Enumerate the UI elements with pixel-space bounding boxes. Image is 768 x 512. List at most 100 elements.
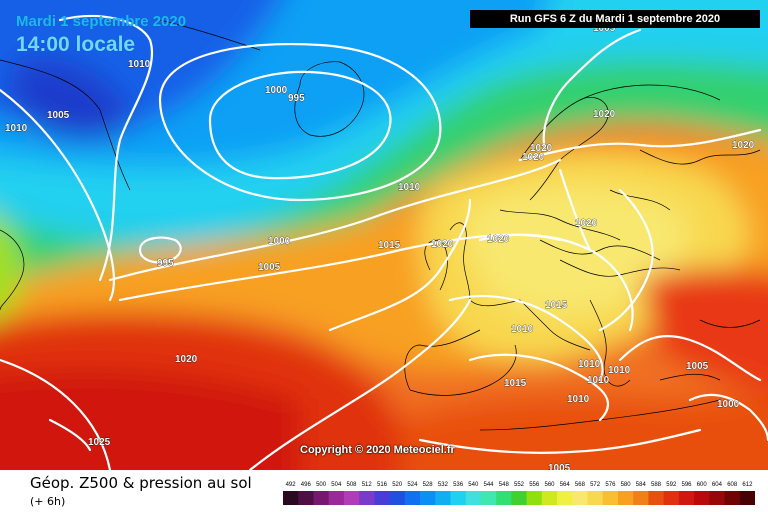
legend-swatch xyxy=(328,491,345,505)
legend-value: 508 xyxy=(346,482,357,488)
legend-swatch xyxy=(633,491,649,505)
legend-value: 548 xyxy=(499,482,510,488)
legend-swatch xyxy=(557,491,573,505)
pressure-label: 1010 xyxy=(511,324,534,335)
pressure-label: 1010 xyxy=(578,359,601,370)
legend-swatch xyxy=(618,491,634,505)
pressure-label: 1015 xyxy=(504,378,527,389)
pressure-label: 1015 xyxy=(545,300,568,311)
legend-swatch xyxy=(648,491,665,505)
legend-swatch xyxy=(602,491,619,505)
legend-value: 612 xyxy=(742,482,753,488)
legend-value: 604 xyxy=(712,482,723,488)
pressure-label: 1020 xyxy=(732,140,755,151)
copyright-label: Copyright © 2020 Meteociel.fr xyxy=(300,444,455,456)
legend-value: 608 xyxy=(727,482,738,488)
legend-value: 580 xyxy=(621,482,632,488)
legend-swatch xyxy=(465,491,482,505)
pressure-label: 1020 xyxy=(575,218,598,229)
pressure-label: 1000 xyxy=(268,236,291,247)
pressure-label: 1020 xyxy=(522,152,545,163)
pressure-label: 1005 xyxy=(258,262,281,273)
legend-swatch xyxy=(420,491,436,505)
legend-swatch xyxy=(359,491,375,505)
pressure-label: 1005 xyxy=(548,463,571,470)
legend-value: 520 xyxy=(392,482,403,488)
legend-value: 532 xyxy=(438,482,449,488)
legend-swatch xyxy=(298,491,314,505)
legend-value: 540 xyxy=(468,482,479,488)
legend-swatch xyxy=(526,491,543,505)
pressure-labels: 1010 1005 1010 1000 995 1005 1020 1020 1… xyxy=(5,23,755,470)
lead-time-label: (+ 6h) xyxy=(30,495,66,508)
legend-value: 552 xyxy=(514,482,525,488)
legend-value: 516 xyxy=(377,482,388,488)
legend-swatch xyxy=(739,491,755,505)
legend-value: 564 xyxy=(560,482,571,488)
legend-swatch xyxy=(663,491,680,505)
pressure-label: 995 xyxy=(288,93,305,104)
legend-swatch xyxy=(374,491,391,505)
pressure-label: 1000 xyxy=(717,399,740,410)
legend-swatch xyxy=(496,491,512,505)
legend-swatch xyxy=(678,491,695,505)
legend-swatch xyxy=(343,491,360,505)
legend-value: 572 xyxy=(590,482,601,488)
legend-value: 568 xyxy=(575,482,586,488)
legend-swatch xyxy=(450,491,467,505)
isobars xyxy=(0,14,768,470)
weather-map: 1010 1005 1010 1000 995 1005 1020 1020 1… xyxy=(0,0,768,470)
pressure-label: 1020 xyxy=(487,234,510,245)
pressure-label: 1025 xyxy=(88,437,111,448)
pressure-label: 995 xyxy=(157,258,174,269)
color-scale: 492 496 500 504 508 512 516 520 524 528 532 536 540 5… xyxy=(283,482,755,505)
legend-value: 544 xyxy=(483,482,494,488)
legend-value: 560 xyxy=(544,482,555,488)
legend-value: 556 xyxy=(529,482,540,488)
pressure-label: 1010 xyxy=(398,182,421,193)
legend-value: 524 xyxy=(407,482,418,488)
legend-value: 592 xyxy=(666,482,677,488)
legend-swatch xyxy=(511,491,528,505)
date-label: Mardi 1 septembre 2020 xyxy=(16,13,187,30)
legend-swatch xyxy=(694,491,710,505)
legend-value: 504 xyxy=(331,482,342,488)
legend-value: 512 xyxy=(362,482,373,488)
run-label: Run GFS 6 Z du Mardi 1 septembre 2020 xyxy=(470,10,760,28)
pressure-label: 1020 xyxy=(175,354,198,365)
pressure-label: 1000 xyxy=(265,85,288,96)
legend-swatch xyxy=(724,491,741,505)
legend-swatch xyxy=(480,491,497,505)
legend-value: 496 xyxy=(301,482,312,488)
legend-swatch xyxy=(541,491,558,505)
pressure-label: 1010 xyxy=(567,394,590,405)
pressure-label: 1020 xyxy=(593,109,616,120)
legend-value: 500 xyxy=(316,482,327,488)
legend-footer: Géop. Z500 & pression au sol (+ 6h) 492 4… xyxy=(0,470,768,512)
legend-swatch xyxy=(587,491,604,505)
pressure-label: 1005 xyxy=(47,110,70,121)
legend-value: 528 xyxy=(423,482,434,488)
legend-swatch xyxy=(572,491,588,505)
pressure-label: 1010 xyxy=(5,123,28,134)
pressure-label: 1015 xyxy=(378,240,401,251)
legend-swatch xyxy=(435,491,451,505)
legend-value: 492 xyxy=(286,482,297,488)
pressure-label: 1005 xyxy=(686,361,709,372)
legend-value: 596 xyxy=(681,482,692,488)
legend-swatch xyxy=(404,491,421,505)
pressure-label: 1010 xyxy=(128,59,151,70)
legend-value: 584 xyxy=(636,482,647,488)
legend-swatch xyxy=(389,491,406,505)
legend-value: 576 xyxy=(605,482,616,488)
legend-swatch xyxy=(709,491,725,505)
legend-swatch xyxy=(313,491,330,505)
geopotential-field xyxy=(0,0,768,470)
pressure-label: 1010 xyxy=(608,365,631,376)
pressure-label: 1020 xyxy=(530,143,553,154)
pressure-label: 1005 xyxy=(593,23,616,34)
legend-swatch xyxy=(283,491,299,505)
legend-value: 588 xyxy=(651,482,662,488)
legend-value: 536 xyxy=(453,482,464,488)
